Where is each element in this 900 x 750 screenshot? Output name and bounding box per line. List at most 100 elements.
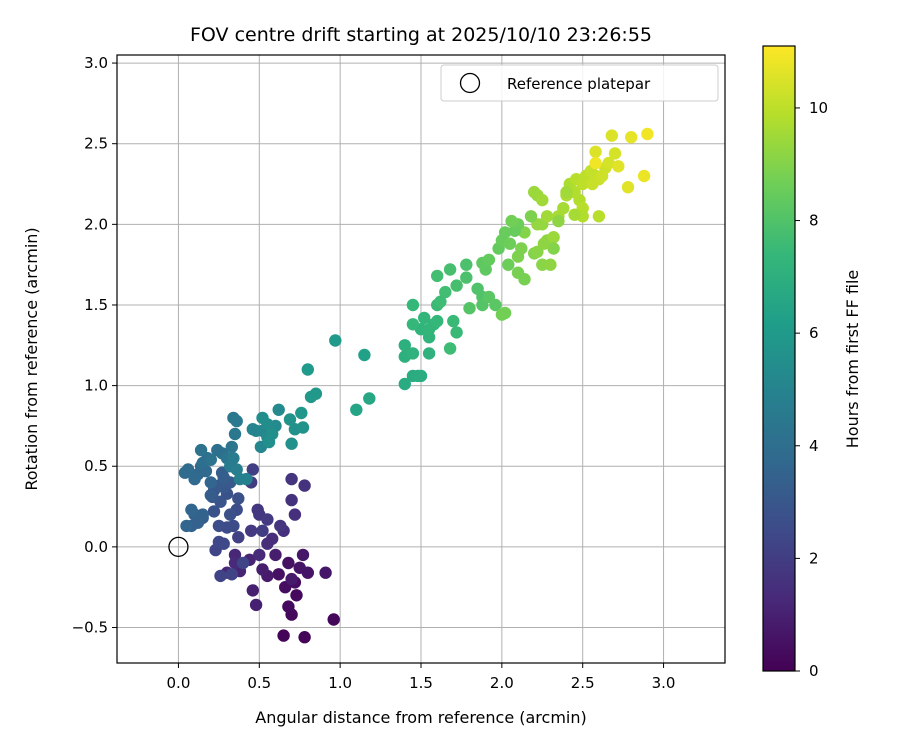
reference-marker-layer — [168, 536, 189, 558]
colorbar-tick-label: 10 — [809, 99, 828, 117]
scatter-point — [204, 489, 217, 502]
scatter-point — [537, 237, 551, 250]
scatter-point — [505, 214, 518, 228]
scatter-point — [269, 548, 282, 562]
scatter-point — [447, 314, 460, 328]
scatter-point — [547, 242, 560, 255]
y-tick-label: 3.0 — [84, 54, 108, 72]
scatter-point — [406, 347, 420, 360]
x-tick-label: 0.0 — [167, 674, 191, 692]
scatter-point — [261, 418, 274, 431]
scatter-point — [285, 437, 298, 450]
scatter-point — [277, 629, 290, 642]
scatter-point — [296, 548, 310, 562]
scatter-point — [301, 566, 314, 579]
x-tick-label: 1.0 — [328, 674, 352, 692]
legend-marker-reference — [459, 72, 481, 94]
legend-box — [440, 64, 719, 102]
scatter-point — [568, 208, 581, 221]
colorbar-gradient — [762, 45, 796, 672]
colorbar-label: Hours from first FF file — [843, 270, 862, 449]
colorbar-ticks: 0 2 4 6 8 10 — [795, 99, 828, 680]
scatter-point — [502, 258, 515, 271]
colorbar-tick-label: 6 — [809, 324, 819, 342]
scatter-point — [431, 269, 444, 283]
scatter-point — [224, 508, 237, 521]
scatter-point — [178, 466, 192, 479]
chart-title: FOV centre drift starting at 2025/10/10 … — [190, 24, 652, 46]
scatter-point — [540, 210, 554, 223]
scatter-point — [358, 348, 371, 362]
scatter-point — [560, 185, 573, 199]
y-axis-ticks: −0.5 0.0 0.5 1.0 1.5 2.0 2.5 3.0 — [72, 54, 117, 637]
scatter-point — [406, 318, 420, 331]
scatter-point — [298, 479, 311, 492]
scatter-point — [544, 258, 557, 271]
scatter-point — [398, 339, 411, 352]
scatter-point — [296, 421, 310, 434]
scatter-point — [194, 443, 208, 457]
x-tick-label: 3.0 — [652, 674, 676, 692]
grid-lines — [117, 55, 725, 663]
scatter-point — [204, 453, 217, 466]
scatter-point — [612, 160, 625, 173]
scatter-point — [230, 463, 243, 476]
scatter-point — [524, 210, 538, 223]
scatter-point — [295, 406, 308, 420]
scatter-point — [251, 503, 264, 516]
scatter-point — [217, 471, 230, 484]
scatter-point — [230, 414, 243, 428]
scatter-point — [266, 532, 279, 545]
scatter-point — [460, 271, 473, 284]
y-axis-label: Rotation from reference (arcmin) — [22, 227, 41, 490]
scatter-point — [285, 472, 298, 486]
scatter-point — [282, 556, 295, 570]
scatter-point — [246, 584, 259, 597]
scatter-point — [188, 472, 201, 486]
y-tick-label: 2.0 — [84, 215, 108, 233]
colorbar-tick-label: 2 — [809, 549, 819, 567]
scatter-point — [443, 263, 457, 276]
x-tick-label: 1.5 — [409, 674, 433, 692]
legend-label-reference: Reference platepar — [507, 75, 651, 93]
scatter-point — [227, 452, 240, 465]
scatter-point — [204, 476, 217, 489]
scatter-point — [274, 519, 287, 533]
scatter-points — [178, 127, 654, 644]
scatter-point — [290, 589, 303, 602]
scatter-point — [327, 613, 340, 626]
scatter-point — [283, 413, 297, 426]
scatter-point — [625, 131, 638, 144]
scatter-point — [495, 308, 509, 321]
scatter-point — [592, 210, 606, 223]
scatter-point — [621, 181, 635, 194]
scatter-point — [298, 631, 311, 644]
scatter-point — [589, 145, 602, 158]
scatter-point — [350, 403, 363, 416]
scatter-point — [207, 505, 221, 518]
scatter-point — [439, 285, 452, 299]
scatter-point — [245, 524, 258, 537]
scatter-point — [185, 503, 198, 516]
scatter-point — [329, 334, 342, 347]
scatter-point — [489, 298, 502, 312]
scatter-point — [482, 253, 496, 266]
scatter-point — [228, 427, 242, 441]
scatter-point — [536, 193, 549, 207]
scatter-point — [225, 568, 238, 581]
scatter-point — [498, 226, 512, 239]
scatter-point — [240, 472, 253, 486]
scatter-point — [450, 279, 463, 292]
scatter-point — [602, 156, 615, 170]
scatter-point — [256, 524, 269, 537]
scatter-point — [261, 513, 274, 526]
scatter-point — [282, 600, 295, 613]
scatter-point — [503, 237, 517, 250]
scatter-point — [285, 493, 298, 507]
y-tick-label: 0.5 — [84, 457, 108, 475]
scatter-point — [460, 258, 473, 271]
scatter-point — [214, 569, 227, 583]
scatter-point — [414, 369, 428, 383]
x-tick-label: 2.5 — [571, 674, 595, 692]
